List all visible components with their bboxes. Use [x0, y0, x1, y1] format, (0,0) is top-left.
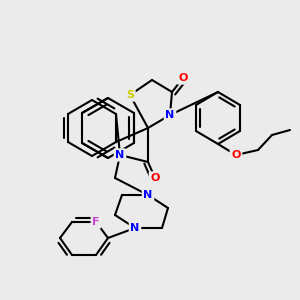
Text: S: S: [126, 90, 134, 100]
Text: N: N: [130, 223, 140, 233]
Text: N: N: [165, 110, 175, 120]
Text: O: O: [178, 73, 188, 83]
Text: N: N: [143, 190, 153, 200]
Text: F: F: [92, 217, 100, 227]
Text: N: N: [116, 150, 124, 160]
Text: O: O: [150, 173, 160, 183]
Text: O: O: [231, 150, 241, 160]
